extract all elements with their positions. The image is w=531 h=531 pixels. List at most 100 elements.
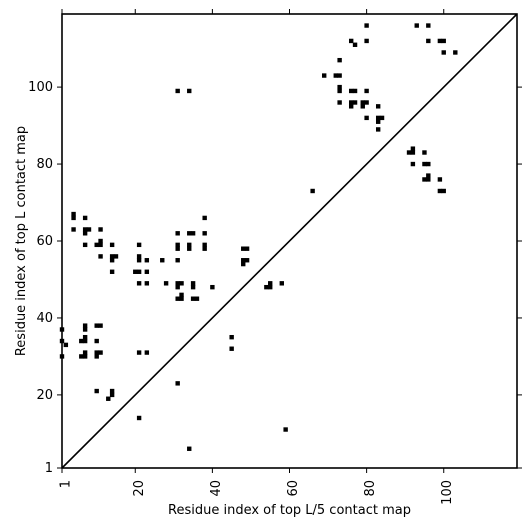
data-point bbox=[337, 100, 342, 105]
data-point bbox=[352, 42, 358, 47]
data-point bbox=[337, 57, 342, 63]
points-layer bbox=[59, 23, 458, 451]
data-point bbox=[175, 246, 180, 251]
data-point bbox=[82, 227, 88, 232]
data-point bbox=[175, 258, 180, 263]
data-point bbox=[264, 284, 269, 290]
data-point bbox=[187, 246, 192, 251]
data-point bbox=[82, 231, 88, 236]
data-point bbox=[98, 242, 103, 248]
data-point bbox=[109, 388, 115, 394]
data-point bbox=[179, 292, 184, 298]
data-point bbox=[94, 350, 99, 355]
data-point bbox=[79, 354, 84, 359]
data-point bbox=[337, 73, 342, 78]
data-point bbox=[422, 177, 427, 182]
data-point bbox=[375, 127, 381, 132]
data-point bbox=[360, 100, 365, 105]
diagonal-line bbox=[61, 13, 518, 469]
data-point bbox=[441, 188, 446, 194]
data-point bbox=[106, 396, 111, 401]
data-point bbox=[244, 246, 250, 251]
data-point bbox=[241, 258, 246, 263]
data-point bbox=[98, 227, 103, 232]
data-point bbox=[109, 392, 115, 398]
data-point bbox=[82, 327, 88, 332]
data-point bbox=[175, 284, 180, 290]
data-point bbox=[187, 231, 192, 236]
data-point bbox=[279, 281, 284, 286]
data-point bbox=[441, 38, 446, 44]
x-axis-label: Residue index of top L/5 contact map bbox=[168, 503, 411, 518]
data-point bbox=[71, 211, 76, 217]
x-tick-label: 40 bbox=[209, 480, 224, 497]
data-point bbox=[194, 296, 200, 301]
data-point bbox=[160, 258, 165, 263]
data-point bbox=[348, 104, 354, 109]
data-point bbox=[136, 242, 142, 248]
data-point bbox=[375, 104, 381, 109]
data-point bbox=[283, 427, 288, 432]
data-point bbox=[144, 269, 150, 274]
data-point bbox=[210, 284, 215, 290]
data-point bbox=[202, 215, 207, 221]
data-point bbox=[364, 115, 369, 121]
y-tick-label: 60 bbox=[36, 234, 53, 249]
data-point bbox=[337, 84, 342, 90]
data-point bbox=[144, 281, 150, 286]
data-point bbox=[94, 354, 99, 359]
data-point bbox=[268, 281, 273, 286]
data-point bbox=[136, 350, 142, 355]
data-point bbox=[98, 350, 103, 355]
data-point bbox=[109, 242, 115, 248]
data-point bbox=[437, 188, 443, 194]
y-axis-label: Residue index of top L contact map bbox=[14, 126, 29, 356]
data-point bbox=[190, 284, 196, 290]
data-point bbox=[82, 338, 88, 344]
data-point bbox=[94, 388, 99, 394]
data-point bbox=[94, 242, 99, 248]
data-point bbox=[98, 323, 103, 328]
data-point bbox=[441, 50, 446, 55]
data-point bbox=[86, 227, 92, 232]
data-point bbox=[406, 150, 412, 155]
data-point bbox=[422, 161, 427, 167]
data-point bbox=[63, 342, 69, 348]
data-point bbox=[414, 23, 419, 28]
data-point bbox=[71, 215, 76, 221]
data-point bbox=[187, 88, 192, 94]
data-point bbox=[175, 231, 180, 236]
data-point bbox=[333, 73, 338, 78]
axis-ticks bbox=[57, 9, 522, 473]
x-tick-label: 1 bbox=[59, 480, 74, 488]
data-point bbox=[229, 334, 234, 340]
data-point bbox=[337, 88, 342, 94]
x-tick-label: 60 bbox=[286, 480, 301, 497]
data-point bbox=[360, 104, 365, 109]
data-point bbox=[109, 269, 115, 274]
y-tick-label: 20 bbox=[36, 388, 53, 403]
data-point bbox=[175, 296, 180, 301]
data-point bbox=[109, 258, 115, 263]
data-point bbox=[364, 100, 369, 105]
data-point bbox=[82, 323, 88, 328]
data-point bbox=[179, 281, 184, 286]
data-point bbox=[98, 254, 103, 259]
data-point bbox=[175, 242, 180, 248]
data-point bbox=[241, 261, 246, 267]
data-point bbox=[144, 350, 150, 355]
data-point bbox=[113, 254, 119, 259]
data-point bbox=[136, 415, 142, 421]
data-point bbox=[82, 242, 88, 248]
data-point bbox=[82, 215, 88, 221]
data-point bbox=[187, 446, 192, 451]
data-point bbox=[426, 38, 431, 44]
data-point bbox=[187, 242, 192, 248]
data-point bbox=[364, 38, 369, 44]
data-point bbox=[79, 338, 84, 344]
data-point bbox=[244, 258, 250, 263]
y-tick-label: 40 bbox=[36, 311, 53, 326]
data-point bbox=[410, 150, 416, 155]
